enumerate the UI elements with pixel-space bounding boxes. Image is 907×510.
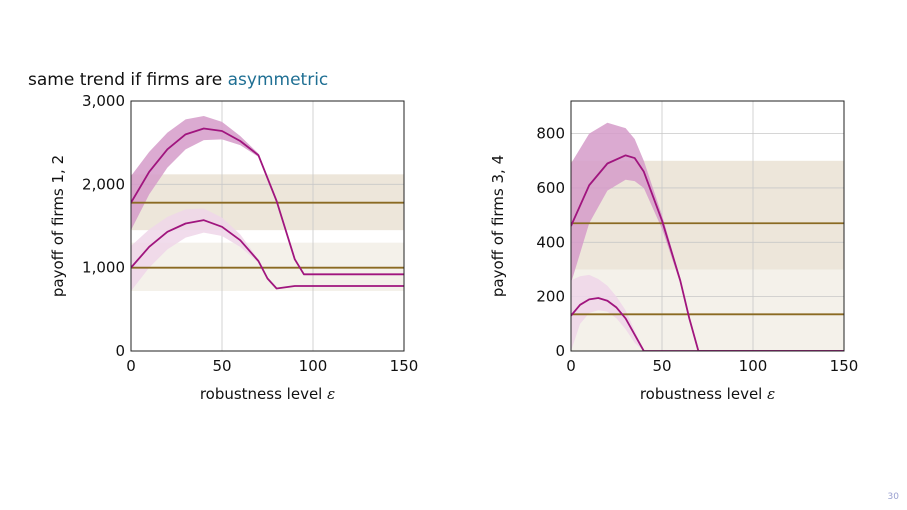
series-line bbox=[571, 297, 844, 351]
x-tick-label: 0 bbox=[566, 357, 576, 375]
y-tick-label: 2,000 bbox=[82, 175, 125, 193]
heading-text: same trend if firms are bbox=[28, 70, 223, 90]
epsilon-symbol: ε bbox=[767, 385, 775, 403]
y-axis-label: payoff of firms 1, 2 bbox=[49, 155, 67, 297]
x-tick-label: 50 bbox=[212, 357, 231, 375]
series-band bbox=[571, 122, 844, 351]
heading-accent: asymmetric bbox=[227, 70, 329, 90]
y-tick-label: 400 bbox=[536, 233, 565, 251]
y-tick-label: 1,000 bbox=[82, 259, 125, 277]
x-tick-label: 0 bbox=[126, 357, 136, 375]
plot-area bbox=[571, 101, 844, 351]
x-axis-label: robustness level ε bbox=[200, 385, 335, 403]
slide-heading: same trend if firms are asymmetric bbox=[28, 70, 328, 90]
series-line bbox=[131, 219, 404, 290]
x-tick-label: 150 bbox=[390, 357, 419, 375]
page-number: 30 bbox=[887, 492, 899, 502]
series-band bbox=[571, 274, 844, 351]
x-tick-label: 100 bbox=[739, 357, 768, 375]
plot-frame bbox=[570, 100, 845, 352]
x-tick-label: 150 bbox=[830, 357, 859, 375]
series-line bbox=[571, 154, 844, 351]
y-tick-label: 800 bbox=[536, 125, 565, 143]
y-tick-label: 200 bbox=[536, 288, 565, 306]
y-tick-label: 600 bbox=[536, 179, 565, 197]
x-tick-label: 100 bbox=[299, 357, 328, 375]
y-tick-label: 0 bbox=[115, 342, 125, 360]
x-axis-label: robustness level ε bbox=[640, 385, 775, 403]
y-tick-label: 0 bbox=[555, 342, 565, 360]
y-axis-label: payoff of firms 3, 4 bbox=[489, 155, 507, 297]
series-band bbox=[131, 208, 404, 291]
epsilon-symbol: ε bbox=[327, 385, 335, 403]
series-line bbox=[131, 127, 404, 276]
y-tick-label: 3,000 bbox=[82, 92, 125, 110]
x-tick-label: 50 bbox=[652, 357, 671, 375]
plot-frame bbox=[130, 100, 405, 352]
plot-area bbox=[131, 101, 404, 351]
